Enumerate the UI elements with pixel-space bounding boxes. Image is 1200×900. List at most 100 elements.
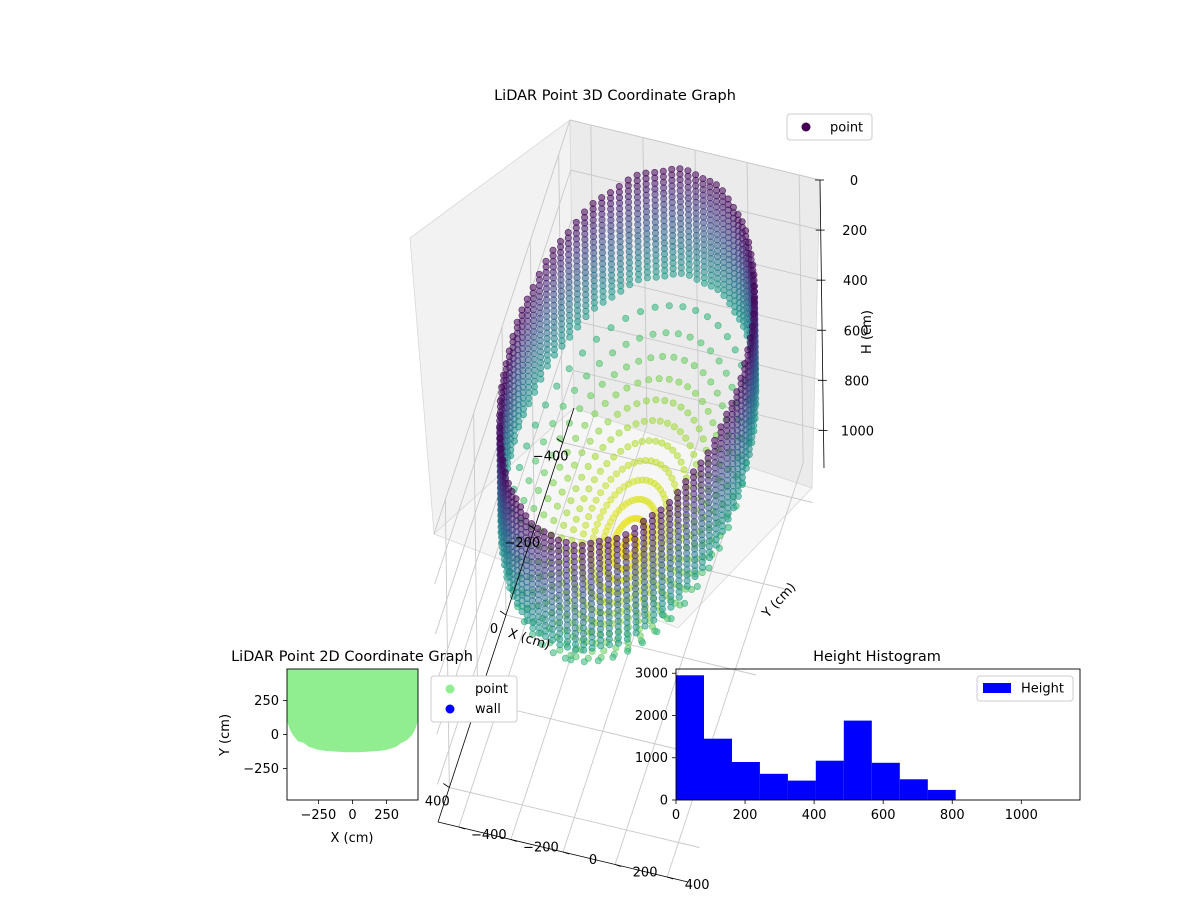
legend-2d-marker-wall — [445, 704, 455, 714]
legend-histogram: Height — [976, 675, 1074, 702]
point-marker — [601, 399, 609, 407]
point-marker — [724, 523, 732, 531]
legend-2d: point wall — [430, 675, 518, 723]
z-tick-label-3d: 200 — [842, 224, 867, 239]
point-marker — [607, 475, 615, 483]
point-marker — [617, 287, 625, 295]
grid-line-back-z — [572, 319, 823, 381]
point-marker — [686, 442, 694, 450]
point-marker — [609, 653, 617, 661]
point-marker — [585, 485, 593, 493]
point-marker — [675, 378, 683, 386]
point-marker — [622, 314, 630, 322]
z-tick-label-3d: 0 — [850, 174, 858, 189]
point-marker — [591, 410, 599, 418]
chart-histogram: Height Histogram 0 200 400 600 800 1000 0 1000 2… — [635, 649, 1081, 823]
point-marker — [572, 485, 580, 493]
point-marker — [592, 335, 600, 343]
y-tick-label-2d: 0 — [271, 728, 279, 743]
z-tick-label-3d: 1000 — [841, 424, 874, 439]
point-marker — [699, 435, 707, 443]
point-marker — [592, 496, 600, 504]
point-marker — [643, 274, 651, 282]
point-marker — [614, 639, 622, 647]
point-marker — [667, 615, 675, 623]
point-marker — [531, 388, 539, 396]
plot-frame-histogram — [675, 668, 1081, 801]
point-marker — [579, 530, 587, 538]
histogram-bar — [759, 773, 788, 800]
point-marker — [553, 502, 561, 510]
point-marker — [690, 362, 698, 370]
point-marker — [618, 465, 626, 473]
point-marker — [590, 476, 598, 484]
point-marker — [609, 349, 617, 357]
y-axis-label-3d: Y (cm) — [759, 580, 799, 622]
point-marker — [682, 434, 690, 442]
x-tick-3d — [499, 610, 507, 616]
point-marker — [595, 427, 603, 435]
histogram-title: Height Histogram — [813, 649, 941, 665]
y-tick-label-3d: 200 — [633, 866, 658, 881]
y-tick-label-3d: −200 — [523, 841, 559, 856]
point-marker — [520, 496, 528, 504]
point-marker — [580, 495, 588, 503]
point-marker — [648, 416, 656, 424]
point-marker — [714, 321, 722, 329]
point-marker — [587, 392, 595, 400]
x-tick-label-histogram: 0 — [672, 808, 680, 823]
point-marker — [599, 298, 607, 306]
point-marker — [658, 439, 666, 447]
axes-3d: −400 −200 0 200 400 −400 −200 0 200 400 0 200 400 600… — [425, 174, 874, 893]
x-tick-3d — [528, 524, 535, 530]
point-marker — [677, 403, 685, 411]
grid-line-left-x — [473, 413, 479, 702]
point-marker — [613, 410, 621, 418]
point-marker — [661, 272, 669, 280]
point-marker — [580, 658, 588, 666]
z-tick-label-3d: 600 — [844, 324, 869, 339]
point-marker — [631, 439, 639, 447]
point-marker — [611, 491, 619, 499]
y-tick-label-histogram: 2000 — [635, 709, 668, 724]
chart-2d-title: LiDAR Point 2D Coordinate Graph — [231, 649, 473, 665]
point-marker — [572, 515, 580, 523]
point-marker — [632, 420, 640, 428]
point-marker — [658, 611, 666, 619]
y-tick-3d — [562, 851, 570, 855]
point-marker — [578, 449, 586, 457]
point-marker — [645, 376, 653, 384]
point-marker — [698, 397, 706, 405]
point-marker — [586, 437, 594, 445]
x-tick-label-2d: −250 — [301, 808, 337, 823]
point-marker — [581, 421, 589, 429]
point-marker — [661, 464, 669, 472]
point-marker — [707, 282, 715, 290]
point-marker — [534, 486, 542, 494]
point-marker — [622, 363, 630, 371]
point-marker — [663, 419, 671, 427]
point-marker — [582, 521, 590, 529]
point-marker — [677, 458, 685, 466]
point-marker — [651, 303, 659, 311]
point-marker — [675, 593, 683, 601]
y-tick-label-3d: −400 — [471, 828, 507, 843]
point-marker — [670, 353, 678, 361]
point-marker — [540, 511, 548, 519]
point-marker — [665, 302, 673, 310]
point-marker — [664, 442, 672, 450]
x-tick-label-2d: 0 — [348, 808, 356, 823]
point-marker — [595, 359, 603, 367]
point-marker — [633, 400, 641, 408]
point-marker — [707, 347, 715, 355]
histogram-bar — [927, 789, 956, 800]
point-marker — [571, 646, 579, 654]
point-marker — [567, 497, 575, 505]
point-marker — [635, 357, 643, 365]
legend-2d-marker-point — [445, 684, 455, 694]
point-marker — [549, 479, 557, 487]
point-marker — [605, 641, 613, 649]
point-marker — [624, 461, 632, 469]
point-marker — [549, 420, 557, 428]
histogram-bar — [704, 738, 732, 800]
